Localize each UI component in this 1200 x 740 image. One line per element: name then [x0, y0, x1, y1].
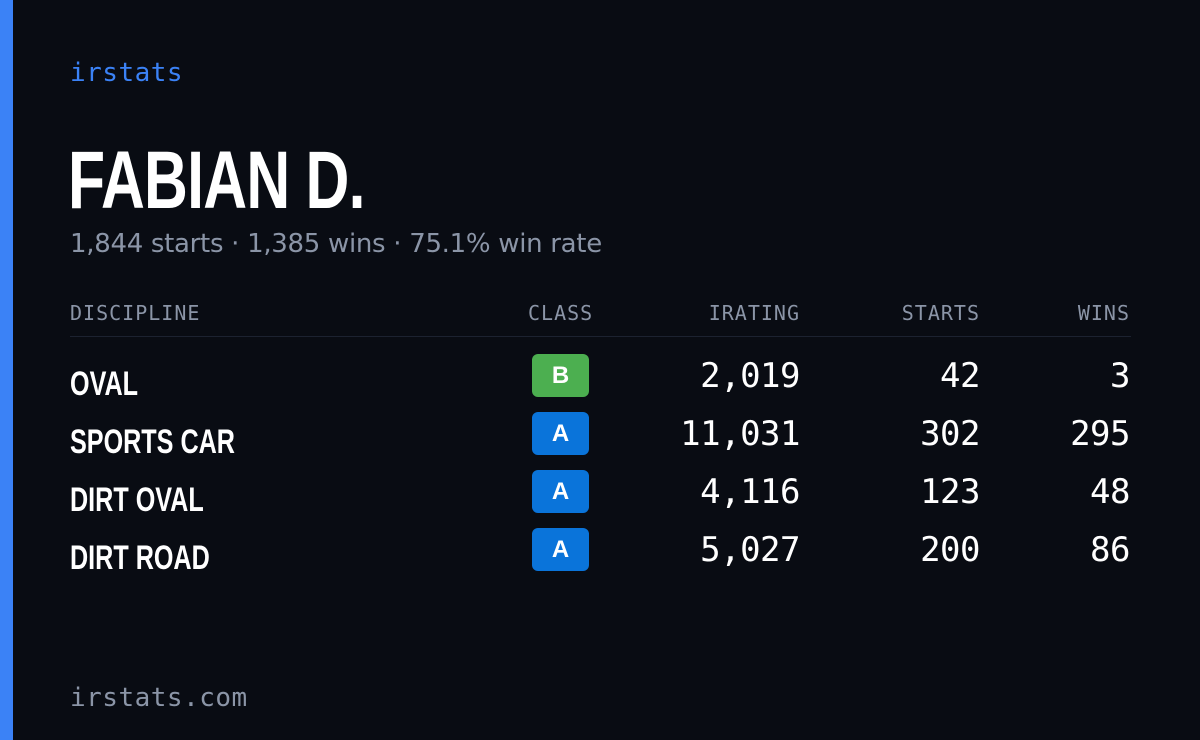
discipline-name: SPORTS CAR [70, 423, 235, 461]
accent-bar [0, 0, 13, 740]
table-header: DISCIPLINE CLASS IRATING STARTS WINS [70, 296, 1131, 337]
driver-summary: 1,844 starts · 1,385 wins · 75.1% win ra… [70, 229, 602, 259]
irating-value: 5,027 [700, 530, 800, 570]
wins-value: 3 [1110, 356, 1130, 396]
wins-value: 295 [1070, 414, 1130, 454]
class-badge: B [532, 354, 589, 397]
irating-value: 11,031 [680, 414, 800, 454]
table-body: OVAL B 2,019 42 3 SPORTS CAR A 11,031 30… [70, 354, 1131, 586]
table-row: OVAL B 2,019 42 3 [70, 354, 1131, 412]
header-class: CLASS [528, 301, 594, 325]
starts-value: 123 [920, 472, 980, 512]
class-badge: A [532, 412, 589, 455]
wins-value: 86 [1090, 530, 1130, 570]
discipline-table: DISCIPLINE CLASS IRATING STARTS WINS OVA… [70, 296, 1131, 586]
irating-value: 2,019 [700, 356, 800, 396]
header-wins: WINS [1077, 301, 1130, 325]
starts-value: 42 [940, 356, 980, 396]
header-starts: STARTS [901, 301, 980, 325]
irating-value: 4,116 [700, 472, 800, 512]
wins-value: 48 [1090, 472, 1130, 512]
table-row: DIRT ROAD A 5,027 200 86 [70, 528, 1131, 586]
class-badge: A [532, 470, 589, 513]
footer-website-link[interactable]: irstats.com [70, 683, 248, 713]
driver-name: FABIAN D. [68, 135, 365, 226]
starts-value: 200 [920, 530, 980, 570]
header-discipline: DISCIPLINE [70, 301, 201, 325]
discipline-name: DIRT OVAL [70, 481, 204, 519]
discipline-name: OVAL [70, 365, 139, 403]
class-badge: A [532, 528, 589, 571]
table-row: SPORTS CAR A 11,031 302 295 [70, 412, 1131, 470]
discipline-name: DIRT ROAD [70, 539, 210, 577]
table-row: DIRT OVAL A 4,116 123 48 [70, 470, 1131, 528]
brand-logo-text: irstats [70, 58, 184, 88]
starts-value: 302 [920, 414, 980, 454]
header-irating: IRATING [708, 301, 800, 325]
